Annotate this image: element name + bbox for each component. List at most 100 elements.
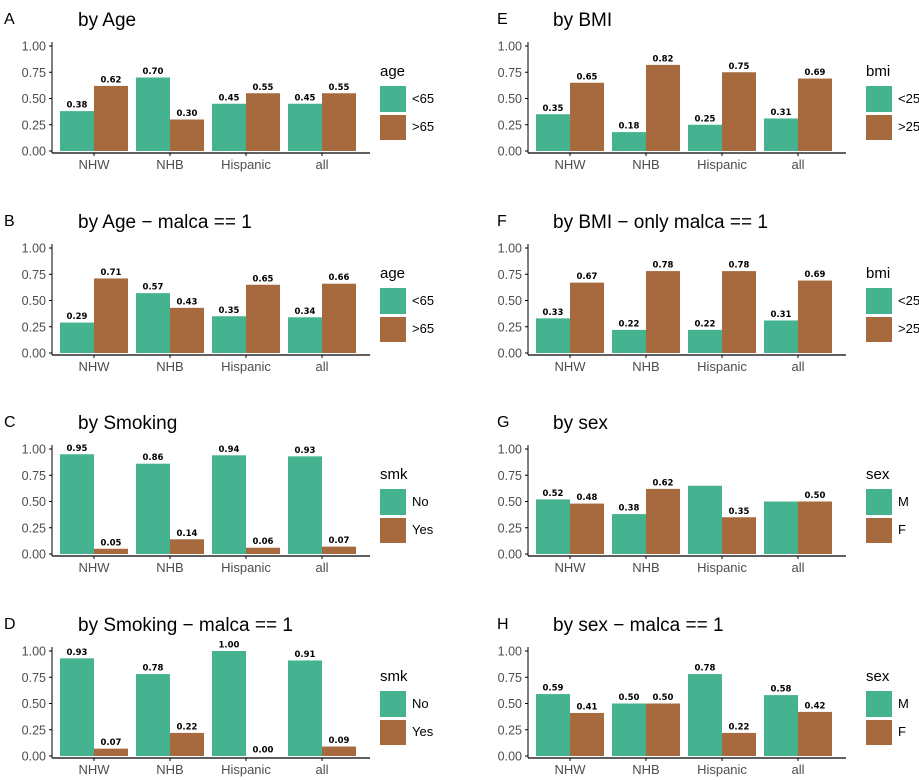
- panel-letter: C: [4, 414, 16, 431]
- y-tick-label: 0.75: [22, 268, 46, 282]
- legend-label: F: [898, 522, 906, 537]
- bar-No-NHW: [60, 454, 94, 554]
- bar-M-NHB: [612, 514, 646, 554]
- legend-key: [380, 288, 406, 314]
- y-tick-label: 0.25: [498, 521, 522, 535]
- x-tick-label: NHB: [632, 359, 659, 374]
- panel-title: by sex: [553, 413, 608, 434]
- panel-title: by sex − malca == 1: [553, 615, 724, 636]
- bar-M-all: [764, 695, 798, 756]
- bar-F-all: [798, 501, 832, 554]
- legend-key: [866, 86, 892, 112]
- data-label: 0.50: [653, 693, 674, 703]
- x-tick-label: all: [791, 359, 804, 374]
- bar-<25-NHW: [536, 318, 570, 353]
- data-label: 0.38: [67, 101, 88, 111]
- legend-title: bmi: [866, 265, 890, 282]
- data-label: 0.35: [219, 306, 240, 316]
- data-label: 0.93: [295, 446, 316, 456]
- data-label: 0.78: [143, 664, 164, 674]
- bar-<65-NHB: [136, 77, 170, 151]
- x-tick-label: all: [315, 762, 328, 777]
- bar-M-Hispanic: [688, 674, 722, 756]
- data-label: 0.34: [295, 307, 316, 317]
- data-label: 0.62: [653, 478, 674, 488]
- data-label: 0.00: [253, 746, 274, 756]
- x-tick-label: Hispanic: [221, 157, 271, 172]
- legend-label: <25: [898, 91, 919, 106]
- y-tick-label: 0.25: [22, 521, 46, 535]
- y-tick-label: 1.00: [22, 443, 46, 457]
- data-label: 0.22: [729, 722, 750, 732]
- legend-label: M: [898, 494, 909, 509]
- bar-<25-Hispanic: [688, 329, 722, 353]
- y-tick-label: 0.50: [498, 294, 522, 308]
- bar-M-Hispanic: [688, 485, 722, 554]
- bar-Yes-Hispanic: [246, 547, 280, 554]
- x-tick-label: all: [315, 157, 328, 172]
- panel-title: by Smoking − malca == 1: [78, 615, 293, 636]
- panel-letter: F: [497, 213, 507, 230]
- x-tick-label: NHB: [156, 560, 183, 575]
- data-label: 0.55: [253, 83, 274, 93]
- bar-<25-Hispanic: [688, 124, 722, 151]
- data-label: 0.52: [543, 489, 564, 499]
- data-label: 0.94: [219, 445, 240, 455]
- bar-No-all: [288, 456, 322, 554]
- bar-No-NHB: [136, 463, 170, 554]
- legend-label: >65: [412, 321, 434, 336]
- y-tick-label: 0.00: [22, 750, 46, 764]
- panel-letter: A: [4, 11, 15, 28]
- y-tick-label: 0.00: [22, 347, 46, 361]
- bar->65-all: [322, 283, 356, 353]
- y-tick-label: 0.75: [498, 671, 522, 685]
- bar-<25-all: [764, 118, 798, 151]
- x-tick-label: Hispanic: [697, 762, 747, 777]
- legend-title: smk: [380, 668, 408, 685]
- bar->65-NHB: [170, 119, 204, 151]
- bar-F-Hispanic: [722, 517, 756, 554]
- bar->65-Hispanic: [246, 284, 280, 353]
- bar-No-NHB: [136, 674, 170, 756]
- data-label: 0.31: [771, 310, 792, 320]
- data-label: 0.05: [101, 538, 122, 548]
- data-label: 0.38: [619, 504, 640, 514]
- legend-key: [380, 517, 406, 543]
- data-label: 0.66: [329, 273, 350, 283]
- legend-title: age: [380, 265, 405, 282]
- legend-label: >65: [412, 119, 434, 134]
- bar-M-NHB: [612, 703, 646, 756]
- y-tick-label: 1.00: [22, 242, 46, 256]
- x-tick-label: Hispanic: [221, 762, 271, 777]
- data-label: 0.50: [619, 693, 640, 703]
- x-tick-label: NHW: [554, 157, 586, 172]
- data-label: 0.09: [329, 736, 350, 746]
- y-tick-label: 0.50: [22, 495, 46, 509]
- panel-title: by BMI − only malca == 1: [553, 212, 768, 233]
- data-label: 0.78: [729, 261, 750, 271]
- y-tick-label: 0.00: [498, 548, 522, 562]
- legend-key: [866, 691, 892, 717]
- x-tick-label: all: [791, 560, 804, 575]
- bar-<65-Hispanic: [212, 316, 246, 353]
- data-label: 1.00: [219, 641, 240, 651]
- data-label: 0.70: [143, 67, 164, 77]
- x-tick-label: all: [791, 157, 804, 172]
- legend-label: No: [412, 494, 429, 509]
- y-tick-label: 1.00: [498, 645, 522, 659]
- data-label: 0.18: [619, 122, 640, 132]
- x-tick-label: NHB: [632, 157, 659, 172]
- bar-No-NHW: [60, 658, 94, 756]
- y-tick-label: 1.00: [498, 242, 522, 256]
- bar-<65-all: [288, 103, 322, 151]
- legend-label: No: [412, 696, 429, 711]
- y-tick-label: 1.00: [22, 40, 46, 54]
- data-label: 0.07: [329, 536, 350, 546]
- data-label: 0.31: [771, 108, 792, 118]
- bar-Yes-NHW: [94, 748, 128, 756]
- y-tick-label: 0.75: [22, 469, 46, 483]
- data-label: 0.78: [695, 664, 716, 674]
